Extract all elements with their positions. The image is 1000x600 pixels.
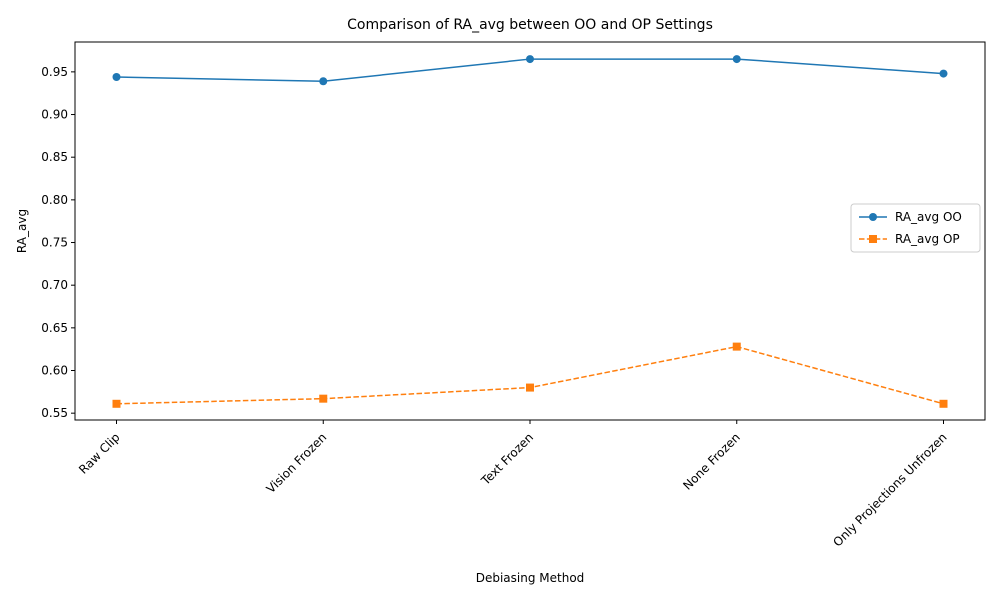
plot-area — [74, 41, 986, 421]
y-tick-label: 0.90 — [41, 108, 68, 122]
data-point — [319, 77, 328, 86]
y-tick-label: 0.85 — [41, 150, 68, 164]
data-point — [732, 342, 741, 351]
data-point — [526, 383, 534, 392]
y-axis: 0.55 0.60 0.65 0.70 0.75 0.80 0.85 0.90 0.95 — [41, 65, 75, 420]
y-axis-label: RA_avg — [15, 209, 29, 253]
data-point — [526, 55, 534, 64]
data-point — [939, 69, 948, 78]
series-lines — [112, 55, 948, 408]
x-tick-label: None Frozen — [680, 430, 743, 493]
x-tick-label: Raw Clip — [76, 430, 122, 476]
data-point — [319, 394, 328, 403]
y-tick-label: 0.60 — [41, 364, 68, 378]
legend-label: RA_avg OP — [895, 232, 960, 246]
chart-title: Comparison of RA_avg between OO and OP S… — [347, 17, 713, 33]
x-tick-label: Only Projections Unfrozen — [830, 430, 949, 549]
legend: RA_avg OO RA_avg OP — [850, 203, 981, 253]
x-tick-label: Vision Frozen — [264, 430, 330, 496]
x-tick-label: Text Frozen — [478, 430, 536, 488]
legend-label: RA_avg OO — [895, 210, 962, 224]
legend-marker — [869, 235, 877, 243]
x-axis: Raw Clip Vision Frozen Text Frozen None Fro… — [76, 420, 950, 549]
data-point — [112, 72, 121, 81]
legend-box — [850, 203, 981, 253]
x-axis-label: Debiasing Method — [476, 571, 585, 585]
y-tick-label: 0.55 — [41, 406, 68, 420]
series-line — [116, 345, 944, 405]
y-tick-label: 0.75 — [41, 236, 68, 250]
y-tick-label: 0.80 — [41, 193, 68, 207]
data-point — [112, 399, 121, 408]
y-tick-label: 0.70 — [41, 278, 68, 292]
y-tick-label: 0.95 — [41, 65, 68, 79]
data-point — [939, 399, 948, 408]
y-tick-label: 0.65 — [41, 321, 68, 335]
data-point — [732, 55, 741, 64]
legend-marker — [869, 213, 877, 221]
